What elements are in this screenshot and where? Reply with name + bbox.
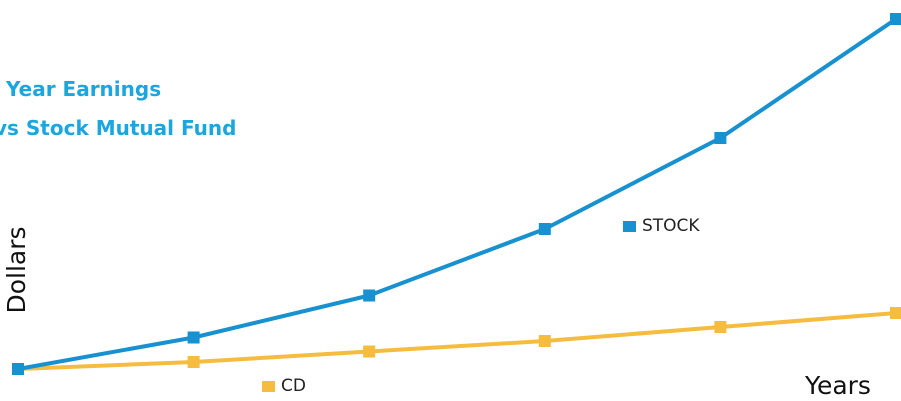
data-point-stock-1	[188, 332, 200, 344]
legend-label-cd: CD	[281, 376, 306, 396]
series-line-stock	[18, 19, 896, 369]
legend-swatch-stock	[623, 221, 636, 232]
x-axis-label: Years	[805, 371, 871, 400]
data-point-cd-2	[363, 346, 375, 358]
data-point-stock-5	[890, 13, 901, 25]
legend-label-stock: STOCK	[642, 216, 700, 236]
legend-item-cd: CD	[262, 376, 306, 396]
data-point-stock-4	[714, 132, 726, 144]
data-point-cd-4	[714, 321, 726, 333]
chart-title-line-1: Year Earnings	[6, 77, 161, 101]
y-axis-label: Dollars	[2, 226, 31, 313]
data-point-cd-3	[539, 335, 551, 347]
data-point-cd-5	[890, 307, 901, 319]
data-point-stock-2	[363, 290, 375, 302]
series-line-cd	[18, 313, 896, 369]
legend-item-stock: STOCK	[623, 216, 700, 236]
data-point-stock-3	[539, 223, 551, 235]
legend-swatch-cd	[262, 381, 275, 392]
chart-title-line-2: vs Stock Mutual Fund	[0, 116, 236, 140]
data-point-cd-1	[188, 356, 200, 368]
data-point-stock-0	[12, 363, 24, 375]
